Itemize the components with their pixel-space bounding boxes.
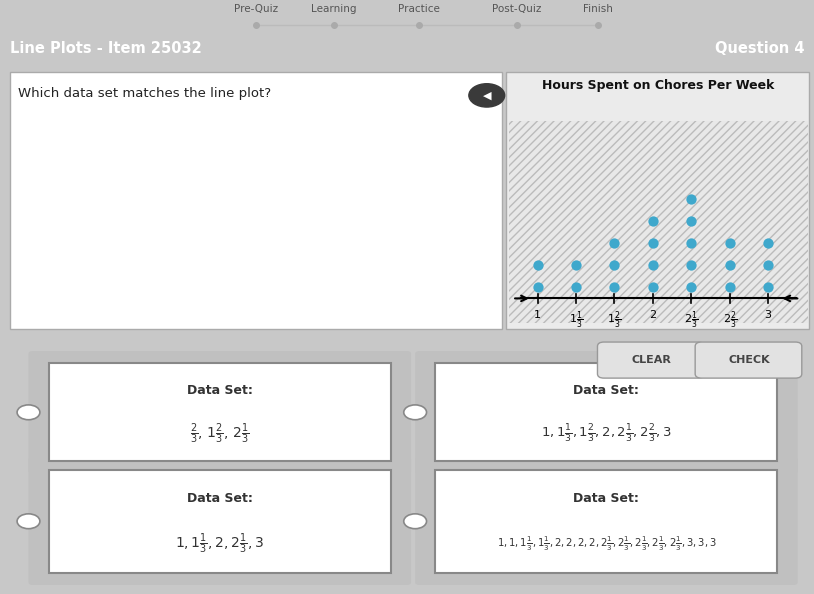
Point xyxy=(723,238,736,248)
FancyBboxPatch shape xyxy=(597,342,704,378)
Text: CLEAR: CLEAR xyxy=(632,355,671,365)
Text: $1, 1, 1\frac{1}{3}, 1\frac{1}{3}, 2, 2, 2, 2, 2\frac{1}{3}, 2\frac{1}{3}, 2\fra: $1, 1, 1\frac{1}{3}, 1\frac{1}{3}, 2, 2,… xyxy=(497,535,716,553)
Text: $1\frac{2}{3}$: $1\frac{2}{3}$ xyxy=(607,310,621,331)
Text: Hours Spent on Chores Per Week: Hours Spent on Chores Per Week xyxy=(541,80,774,92)
FancyBboxPatch shape xyxy=(49,470,391,573)
Circle shape xyxy=(404,514,427,529)
Point xyxy=(646,216,659,226)
Point xyxy=(685,282,698,292)
Point xyxy=(570,282,583,292)
Point xyxy=(646,238,659,248)
Text: Learning: Learning xyxy=(311,4,357,14)
Text: Line Plots - Item 25032: Line Plots - Item 25032 xyxy=(10,40,202,56)
Text: 2: 2 xyxy=(650,310,656,320)
Point xyxy=(685,238,698,248)
Text: Data Set:: Data Set: xyxy=(187,384,252,397)
FancyBboxPatch shape xyxy=(10,71,502,329)
Text: Post-Quiz: Post-Quiz xyxy=(492,4,541,14)
Text: Data Set:: Data Set: xyxy=(187,492,252,505)
Point xyxy=(646,260,659,270)
Point xyxy=(570,260,583,270)
Text: Finish: Finish xyxy=(584,4,613,14)
Circle shape xyxy=(17,514,40,529)
Text: Pre-Quiz: Pre-Quiz xyxy=(234,4,278,14)
Point xyxy=(685,194,698,204)
FancyBboxPatch shape xyxy=(49,364,391,462)
Text: $1, 1\frac{1}{3}, 2, 2\frac{1}{3}, 3$: $1, 1\frac{1}{3}, 2, 2\frac{1}{3}, 3$ xyxy=(175,532,265,556)
Point xyxy=(608,282,621,292)
Text: 3: 3 xyxy=(764,310,772,320)
Point xyxy=(761,282,774,292)
FancyBboxPatch shape xyxy=(435,364,777,462)
Text: ◀: ◀ xyxy=(483,90,491,100)
Text: Which data set matches the line plot?: Which data set matches the line plot? xyxy=(18,87,271,100)
Point xyxy=(685,216,698,226)
Point xyxy=(531,282,544,292)
Point xyxy=(531,260,544,270)
FancyBboxPatch shape xyxy=(415,457,798,585)
FancyBboxPatch shape xyxy=(506,71,809,329)
Text: $\frac{2}{3}$, $1\frac{2}{3}$, $2\frac{1}{3}$: $\frac{2}{3}$, $1\frac{2}{3}$, $2\frac{1… xyxy=(190,422,249,446)
Text: $1\frac{1}{3}$: $1\frac{1}{3}$ xyxy=(569,310,583,331)
Point xyxy=(608,260,621,270)
Text: Question 4: Question 4 xyxy=(715,40,804,56)
Circle shape xyxy=(404,405,427,420)
Point xyxy=(608,238,621,248)
Text: Data Set:: Data Set: xyxy=(574,492,639,505)
FancyBboxPatch shape xyxy=(415,351,798,473)
Text: 1: 1 xyxy=(534,310,541,320)
Text: CHECK: CHECK xyxy=(728,355,770,365)
Point xyxy=(646,282,659,292)
Point xyxy=(761,238,774,248)
FancyBboxPatch shape xyxy=(435,470,777,573)
FancyBboxPatch shape xyxy=(28,351,411,473)
Point xyxy=(723,260,736,270)
Point xyxy=(723,282,736,292)
Text: $1, 1\frac{1}{3}, 1\frac{2}{3}, 2, 2\frac{1}{3}, 2\frac{2}{3}, 3$: $1, 1\frac{1}{3}, 1\frac{2}{3}, 2, 2\fra… xyxy=(541,423,672,445)
Circle shape xyxy=(17,405,40,420)
Circle shape xyxy=(469,84,505,107)
Point xyxy=(761,260,774,270)
Text: Practice: Practice xyxy=(398,4,440,14)
Text: $2\frac{1}{3}$: $2\frac{1}{3}$ xyxy=(684,310,698,331)
Point xyxy=(685,260,698,270)
FancyBboxPatch shape xyxy=(28,457,411,585)
Text: Data Set:: Data Set: xyxy=(574,384,639,397)
Text: $2\frac{2}{3}$: $2\frac{2}{3}$ xyxy=(723,310,737,331)
FancyBboxPatch shape xyxy=(695,342,802,378)
